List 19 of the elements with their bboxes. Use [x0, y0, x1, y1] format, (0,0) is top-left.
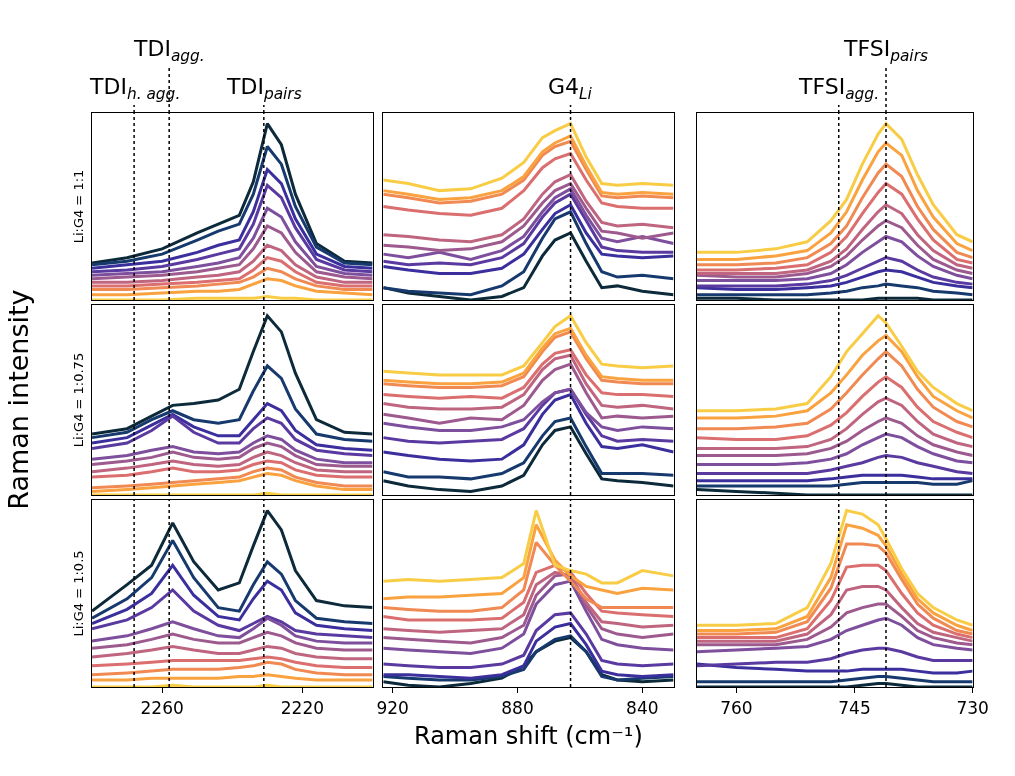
- x-tick-label: 730: [956, 697, 989, 718]
- x-axis-title: Raman shift (cm⁻¹): [414, 721, 643, 750]
- ref-line-label: TFSI$_{pairs}$: [843, 36, 928, 65]
- text: Raman intensity: [2, 289, 34, 510]
- x-tick-label: 2220: [280, 697, 325, 718]
- x-tick-label: 920: [376, 697, 409, 718]
- ref-line-label: G4$_{Li}$: [548, 74, 593, 103]
- ref-line-label: TDI$_{pairs}$: [226, 74, 302, 103]
- ref-line-label: TDI$_{agg.}$: [133, 36, 205, 65]
- y-axis-title: Li:G4 = 1:1: [70, 169, 86, 244]
- x-tick-label: 760: [720, 697, 753, 718]
- x-tick-label: 880: [501, 697, 534, 718]
- ref-line-label: TDI$_{h. agg.}$: [89, 74, 181, 103]
- y-axis-title: Li:G4 = 1:0.75: [70, 352, 86, 448]
- x-tick-label: 745: [838, 697, 871, 718]
- ref-line-label: TFSI$_{agg.}$: [798, 74, 880, 103]
- x-tick-label: 840: [626, 697, 659, 718]
- x-tick-label: 2260: [140, 697, 184, 718]
- y-axis-title: Li:G4 = 1:0.5: [70, 550, 86, 637]
